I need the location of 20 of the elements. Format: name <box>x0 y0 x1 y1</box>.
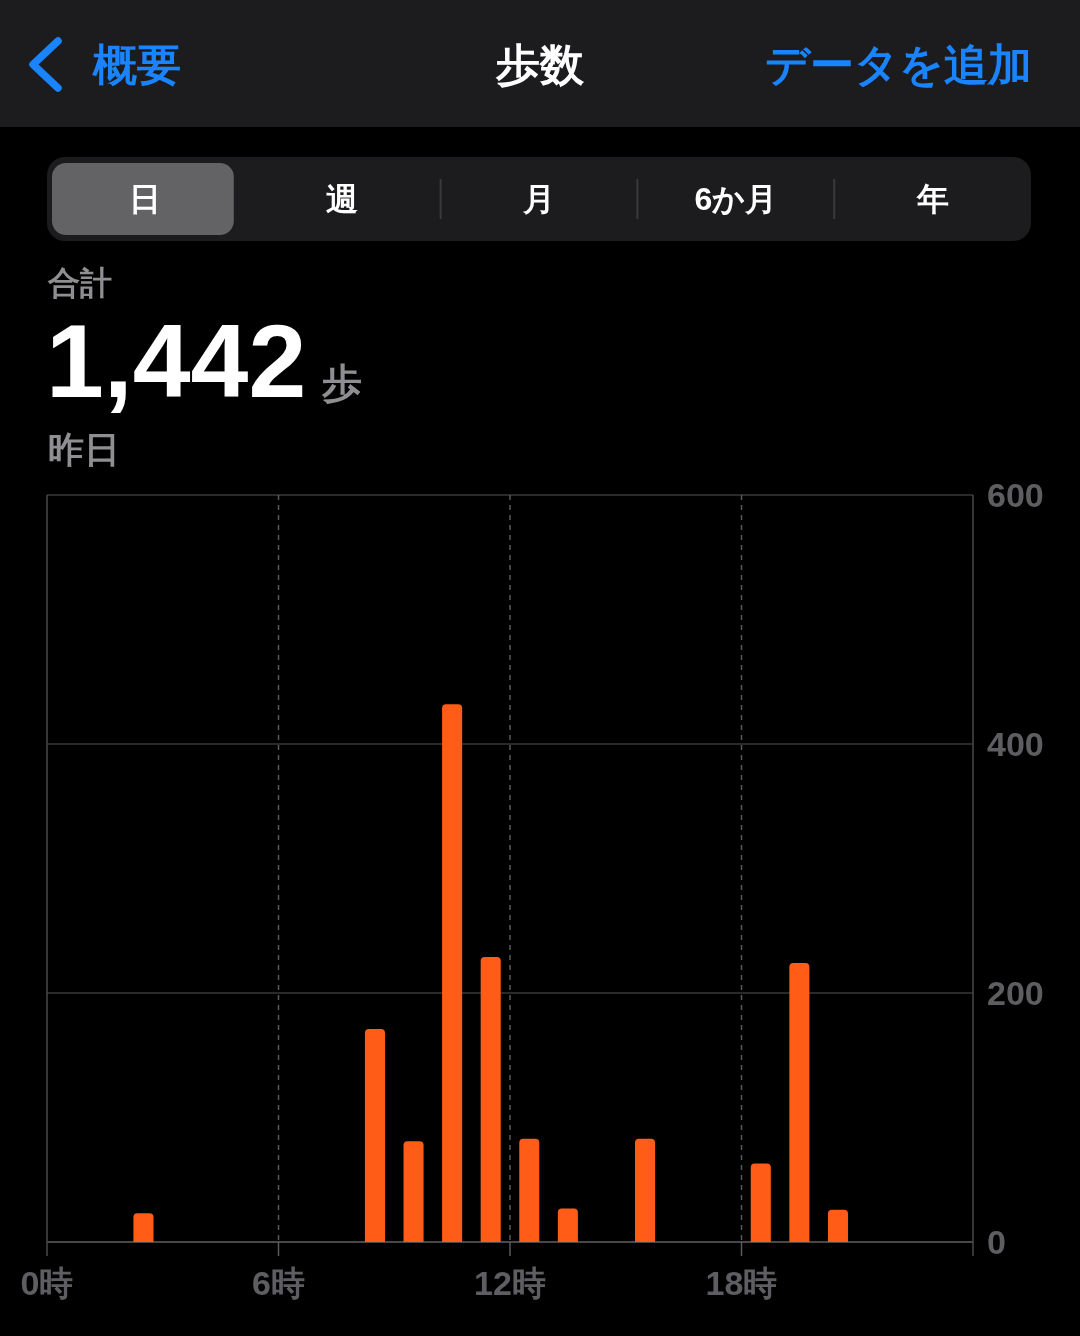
annotation: 昨日 <box>48 429 120 470</box>
y-tick-label: 400 <box>987 725 1044 763</box>
x-tick-label: 12時 <box>474 1264 546 1302</box>
y-tick-label: 200 <box>987 974 1044 1012</box>
segment-label: 年 <box>916 181 949 217</box>
annotation: 合計 <box>48 265 112 301</box>
annotation: 歩 <box>322 361 363 405</box>
annotation: 1,442 <box>46 303 307 419</box>
x-tick-label: 6時 <box>252 1264 305 1302</box>
button-back-label: 概要 <box>93 40 181 89</box>
segment-label: 日 <box>129 181 162 217</box>
segment-label: 月 <box>523 181 555 217</box>
y-tick-label: 0 <box>987 1223 1006 1261</box>
y-tick-label: 600 <box>987 476 1044 514</box>
segment-label: 週 <box>326 181 359 217</box>
annotation: データを追加 <box>765 40 1032 89</box>
x-tick-label: 0時 <box>20 1264 74 1302</box>
x-tick-label: 18時 <box>705 1264 778 1302</box>
title: 歩数 <box>496 40 584 89</box>
segment-label: 6か月 <box>694 181 778 217</box>
